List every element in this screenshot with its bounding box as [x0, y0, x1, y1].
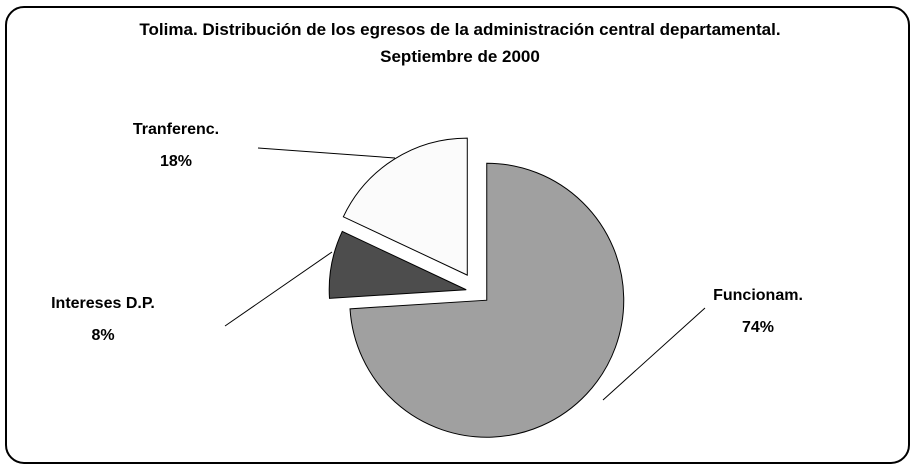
slice-value-label: 18% [160, 153, 192, 170]
leader-line [257, 147, 396, 159]
pie-slice [328, 230, 467, 299]
leader-line [602, 307, 706, 401]
chart-title: Tolima. Distribución de los egresos de l… [139, 20, 781, 66]
slice-label: Intereses D.P. [51, 295, 155, 312]
leader-line [224, 251, 333, 327]
slice-label: Tranferenc. [133, 121, 219, 138]
slice-value-label: 8% [91, 327, 114, 344]
slice-label: Funcionam. [713, 287, 803, 304]
pie-slice [349, 162, 625, 438]
slice-value-label: 74% [742, 319, 774, 336]
pie-slice [342, 137, 468, 276]
